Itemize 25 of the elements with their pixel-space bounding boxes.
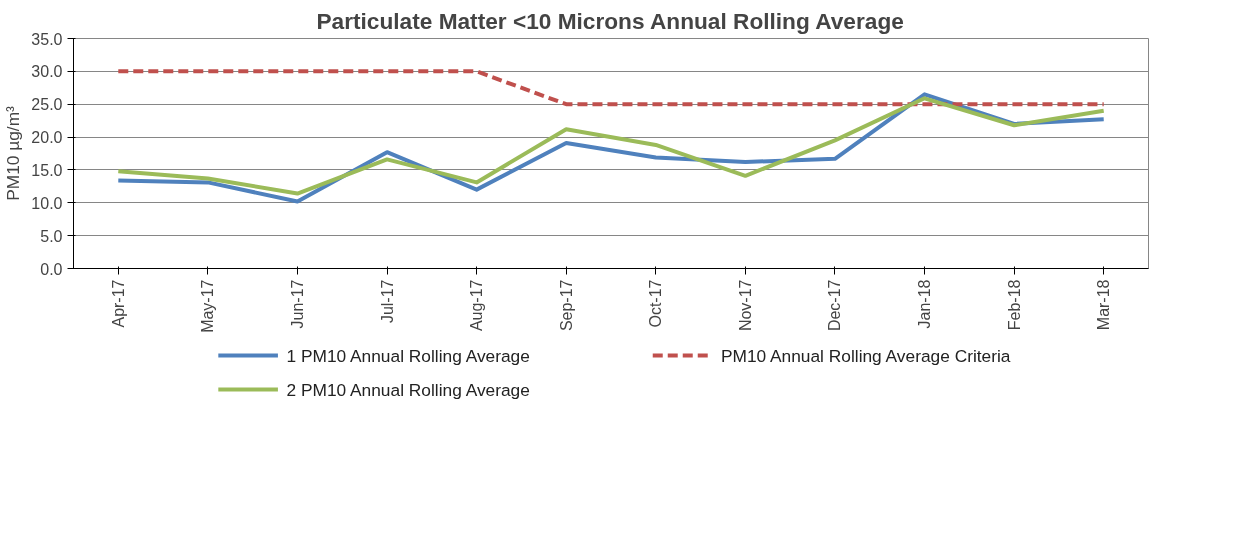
legend-label: 1 PM10 Annual Rolling Average (286, 345, 530, 366)
x-tick-label: Sep-17 (557, 279, 575, 332)
x-tick-label: Jan-18 (916, 279, 934, 329)
y-tick-label: 5.0 (40, 227, 63, 245)
y-axis-title: PM10 µg/m³ (3, 105, 24, 201)
x-tick-label: Jul-17 (378, 279, 396, 324)
x-tick-label: Nov-17 (736, 279, 754, 332)
y-tick-label: 15.0 (31, 161, 63, 179)
x-tick-label: Apr-17 (109, 279, 127, 328)
x-tick-label: Mar-18 (1095, 279, 1113, 331)
x-tick-label: Oct-17 (647, 279, 665, 328)
legend-label: 2 PM10 Annual Rolling Average (286, 379, 530, 400)
y-tick-label: 30.0 (31, 63, 63, 81)
x-tick-label: Aug-17 (468, 279, 486, 332)
x-tick-label: Feb-18 (1005, 279, 1023, 331)
x-tick-label: Jun-17 (288, 279, 306, 329)
chart-title: Particulate Matter <10 Microns Annual Rolling Average (316, 7, 904, 34)
y-tick-label: 0.0 (40, 260, 63, 278)
legend-label: PM10 Annual Rolling Average Criteria (720, 345, 1011, 366)
y-tick-label: 10.0 (31, 194, 63, 212)
y-tick-label: 20.0 (31, 129, 63, 147)
y-tick-label: 25.0 (31, 96, 63, 114)
x-tick-label: May-17 (199, 279, 217, 333)
y-tick-label: 35.0 (31, 30, 63, 48)
x-tick-label: Dec-17 (826, 279, 844, 332)
